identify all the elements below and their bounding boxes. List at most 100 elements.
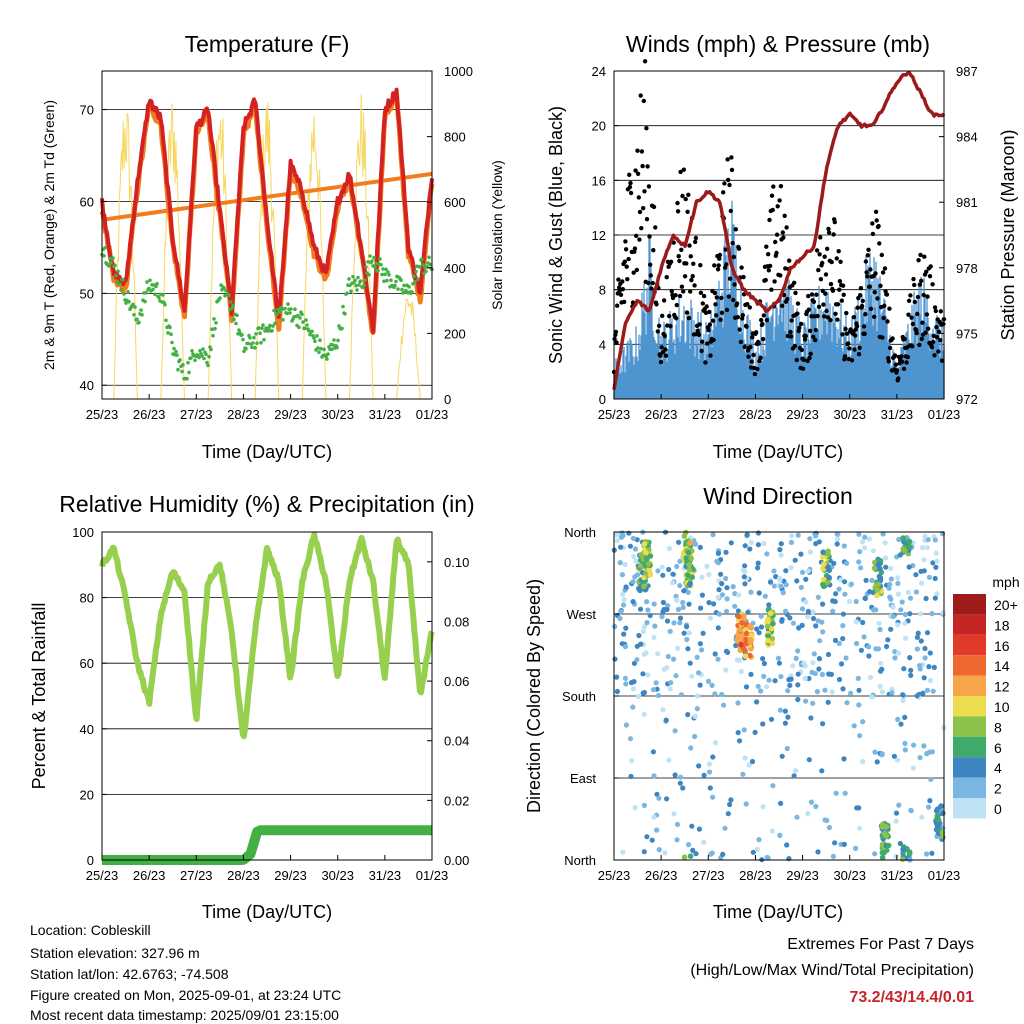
dewpoint-point bbox=[122, 292, 126, 296]
gust-point bbox=[760, 321, 765, 327]
wind-direction-point bbox=[872, 851, 878, 857]
gust-point bbox=[686, 315, 692, 321]
dewpoint-point bbox=[140, 313, 144, 317]
dewpoint-point bbox=[131, 302, 135, 307]
wind-direction-point bbox=[769, 640, 776, 647]
y-right-tick-label: 0.04 bbox=[444, 734, 469, 749]
gust-point bbox=[910, 321, 916, 327]
gust-point bbox=[807, 355, 812, 361]
gust-point bbox=[748, 344, 753, 350]
wind-direction-point bbox=[686, 601, 692, 607]
gust-point bbox=[875, 296, 880, 301]
wind-direction-point bbox=[767, 579, 774, 585]
wind-direction-point bbox=[701, 772, 707, 778]
wind-direction-point bbox=[889, 686, 895, 692]
dewpoint-point bbox=[202, 356, 206, 361]
wind-direction-point bbox=[777, 547, 783, 553]
wind-direction-point bbox=[752, 729, 758, 736]
wind-direction-point bbox=[692, 713, 698, 720]
colorbar-swatch bbox=[953, 716, 986, 737]
wind-direction-point bbox=[747, 623, 753, 629]
wind-direction-point bbox=[718, 571, 724, 577]
gust-point bbox=[816, 304, 822, 309]
wind-direction-point bbox=[760, 656, 766, 662]
wind-direction-point bbox=[861, 545, 868, 551]
wind-direction-point bbox=[720, 851, 726, 858]
gust-point bbox=[800, 366, 806, 371]
gust-point bbox=[735, 315, 740, 320]
wind-direction-point bbox=[893, 818, 899, 824]
wind-direction-point bbox=[689, 673, 695, 679]
gust-point bbox=[829, 259, 834, 265]
wind-direction-point bbox=[808, 715, 814, 721]
dewpoint-point bbox=[164, 318, 168, 323]
wind-direction-point bbox=[882, 540, 888, 546]
wind-direction-point bbox=[799, 606, 806, 612]
dewpoint-point bbox=[234, 321, 238, 326]
gust-point bbox=[701, 293, 707, 299]
wind-direction-point bbox=[806, 757, 812, 763]
wind-direction-point bbox=[940, 810, 946, 817]
dewpoint-point bbox=[109, 260, 113, 265]
gust-point bbox=[862, 331, 867, 336]
dewpoint-point bbox=[127, 300, 131, 304]
gust-point bbox=[688, 254, 693, 259]
dewpoint-point bbox=[312, 336, 316, 340]
gust-point bbox=[915, 311, 920, 317]
wind-direction-point bbox=[686, 630, 692, 636]
wind-direction-point bbox=[623, 722, 630, 728]
wind-direction-point bbox=[805, 568, 811, 574]
wind-direction-point bbox=[924, 751, 930, 757]
gust-point bbox=[778, 273, 783, 278]
gust-point bbox=[757, 358, 762, 364]
dewpoint-point bbox=[135, 317, 139, 322]
y-tick-label: 0 bbox=[87, 853, 94, 868]
gust-point bbox=[851, 315, 857, 320]
wind-direction-point bbox=[635, 693, 642, 700]
wind-direction-point bbox=[840, 636, 846, 642]
y-right-tick-label: 0.02 bbox=[444, 793, 469, 808]
gust-point bbox=[880, 335, 885, 340]
gust-point bbox=[717, 256, 722, 261]
gust-point bbox=[772, 279, 777, 284]
dewpoint-point bbox=[353, 278, 357, 283]
wind-direction-point bbox=[795, 682, 801, 688]
gust-point bbox=[693, 239, 698, 245]
y-tick-label: 80 bbox=[80, 591, 94, 606]
y-right-tick-label: 0.06 bbox=[444, 674, 469, 689]
wind-direction-point bbox=[833, 790, 839, 796]
gust-point bbox=[835, 302, 841, 307]
gust-point bbox=[867, 284, 872, 289]
colorbar-swatch bbox=[953, 736, 986, 758]
gust-point bbox=[826, 226, 831, 232]
x-tick-label: 29/23 bbox=[274, 868, 307, 883]
wind-direction-point bbox=[905, 589, 911, 596]
gust-point bbox=[780, 303, 785, 308]
wind-direction-point bbox=[820, 576, 827, 583]
gust-point bbox=[787, 258, 792, 263]
wind-direction-point bbox=[854, 640, 860, 647]
wind-direction-point bbox=[711, 601, 717, 607]
temperature-ylabel-left: 2m & 9m T (Red, Orange) & 2m Td (Green) bbox=[41, 100, 57, 370]
gust-point bbox=[615, 303, 620, 308]
wind-direction-point bbox=[914, 634, 921, 640]
gust-point bbox=[892, 353, 898, 358]
wind-direction-point bbox=[747, 637, 754, 643]
wind-direction-point bbox=[919, 814, 925, 820]
gust-point bbox=[803, 333, 808, 339]
wind-direction-point bbox=[660, 707, 666, 713]
wind-direction-point bbox=[647, 612, 653, 619]
wind-direction-point bbox=[719, 581, 725, 587]
wind-direction-point bbox=[900, 846, 906, 853]
wind-direction-point bbox=[890, 613, 896, 620]
wind-direction-point bbox=[843, 655, 849, 661]
gust-point bbox=[811, 299, 817, 304]
y-tick-label: 60 bbox=[80, 194, 94, 209]
wind-direction-point bbox=[810, 700, 816, 706]
wind-direction-point bbox=[754, 846, 760, 853]
gust-point bbox=[653, 225, 658, 230]
dewpoint-point bbox=[209, 347, 213, 352]
wind-direction-point bbox=[883, 555, 889, 561]
wind-direction-point bbox=[777, 832, 783, 839]
dewpoint-point bbox=[261, 323, 265, 327]
